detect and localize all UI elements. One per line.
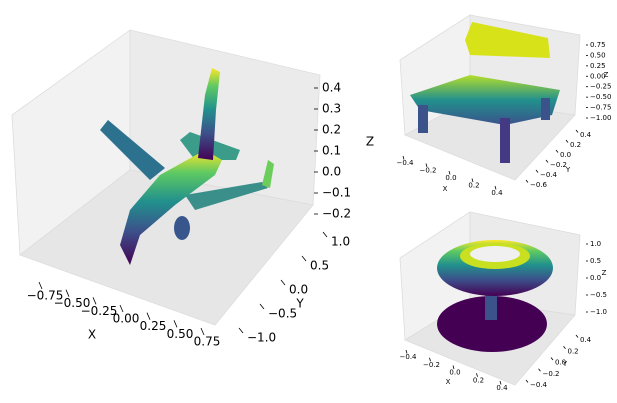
x-tick (146, 312, 151, 320)
y-tick-label: −0.5 (268, 307, 297, 321)
y-tick-label: 0.4 (580, 336, 592, 344)
z-tick-label: 1.0 (590, 240, 601, 248)
z-tick-label: −0.1 (322, 186, 351, 200)
y-tick-label: 0.0 (555, 359, 566, 367)
y-tick (538, 368, 541, 372)
z-tick-label: −0.5 (590, 291, 607, 299)
y-tick (301, 255, 307, 262)
z-tick-label: −1.0 (590, 308, 607, 316)
y-tick (280, 279, 286, 286)
y-axis-label: Y (565, 166, 571, 174)
y-tick-label: 0.4 (580, 131, 592, 139)
z-tick-label: 0.25 (590, 62, 606, 70)
y-tick-label: −0.4 (530, 381, 548, 389)
z-tick-label: 0.75 (590, 41, 606, 49)
x-tick-label: −0.25 (81, 304, 118, 318)
x-tick-label: 0.50 (167, 327, 194, 341)
x-tick-label: 0.75 (194, 335, 221, 349)
y-tick-label: 0.2 (570, 141, 581, 149)
y-tick (555, 149, 559, 153)
y-tick-label: −0.6 (530, 181, 548, 189)
y-tick-label: −0.4 (540, 171, 558, 179)
z-tick-label: −0.50 (590, 93, 611, 101)
x-tick-label: −0.75 (27, 289, 64, 303)
x-tick (38, 281, 43, 290)
x-tick (471, 178, 474, 183)
z-axis-label: Z (366, 135, 374, 149)
x-tick-label: −0.2 (423, 361, 440, 369)
y-tick (238, 327, 244, 334)
x-tick-label: 0.2 (468, 182, 479, 190)
x-tick-label: 0.00 (113, 312, 140, 326)
z-axis-label: Z (604, 71, 609, 79)
chair-cloud (410, 22, 560, 163)
y-tick (525, 179, 529, 183)
y-axis-label: Y (295, 297, 304, 311)
z-tick-label: 0.0 (322, 165, 341, 179)
x-tick (119, 304, 124, 313)
x-axis-label: X (446, 378, 451, 386)
x-tick (173, 320, 178, 328)
x-tick-label: 0.25 (140, 319, 167, 333)
x-tick-label: −0.4 (397, 159, 415, 167)
z-tick-label: 0.00 (590, 72, 606, 80)
y-tick (322, 231, 328, 238)
x-tick (499, 380, 502, 385)
y-tick (563, 346, 566, 349)
y-tick-label: −0.2 (550, 161, 567, 169)
y-tick (575, 129, 579, 133)
x-tick-label: 0.0 (445, 174, 456, 182)
x-axis-label: X (443, 185, 448, 193)
x-tick (429, 357, 431, 362)
y-tick (565, 139, 569, 143)
z-tick-label: −0.25 (590, 83, 611, 91)
y-tick-label: 0.5 (310, 259, 329, 273)
x-tick (92, 297, 97, 305)
y-tick (535, 169, 539, 173)
x-tick (65, 289, 70, 297)
y-tick-label: 1.0 (331, 235, 350, 249)
x-tick-label: 0.2 (473, 376, 484, 384)
y-axis-label: Y (562, 360, 568, 368)
y-tick-label: −0.2 (543, 370, 560, 378)
x-tick (452, 365, 455, 370)
x-tick (476, 373, 478, 377)
x-tick (200, 327, 205, 336)
y-tick (525, 379, 529, 383)
x-tick (425, 163, 428, 168)
z-tick-label: 0.2 (322, 123, 341, 137)
z-tick-label: 0.5 (590, 257, 601, 265)
airplane-cloud (100, 68, 274, 265)
y-tick-label: 0.0 (560, 151, 571, 159)
x-tick-label: 0.4 (491, 189, 503, 197)
x-tick-label: −0.50 (54, 296, 91, 310)
z-tick-label: −1.00 (590, 114, 611, 122)
x-tick (448, 170, 451, 175)
z-tick-label: 0.50 (590, 51, 606, 59)
z-tick-label: −0.75 (590, 104, 611, 112)
z-tick-label: 0.3 (322, 102, 341, 116)
torus-cloud (437, 240, 553, 352)
z-tick-label: 0.4 (322, 81, 341, 95)
y-tick (575, 334, 579, 338)
z-tick-label: −0.2 (322, 207, 351, 221)
x-tick (494, 185, 497, 190)
z-tick-label: 0.0 (590, 274, 601, 282)
y-tick (259, 303, 265, 310)
x-tick-label: 0.4 (496, 384, 508, 392)
x-tick (402, 155, 405, 160)
x-tick-label: −0.2 (420, 167, 437, 175)
y-tick-label: 0.0 (289, 283, 308, 297)
x-tick (405, 349, 408, 354)
x-tick-label: −0.4 (400, 353, 418, 361)
y-tick-label: 0.2 (568, 347, 579, 355)
y-tick (550, 357, 554, 361)
x-axis-label: X (88, 328, 96, 342)
z-axis-label: Z (602, 269, 607, 277)
y-tick (545, 159, 549, 163)
z-tick-label: 0.1 (322, 144, 341, 158)
y-tick-label: −1.0 (247, 331, 276, 345)
x-tick-label: 0.0 (449, 369, 460, 377)
